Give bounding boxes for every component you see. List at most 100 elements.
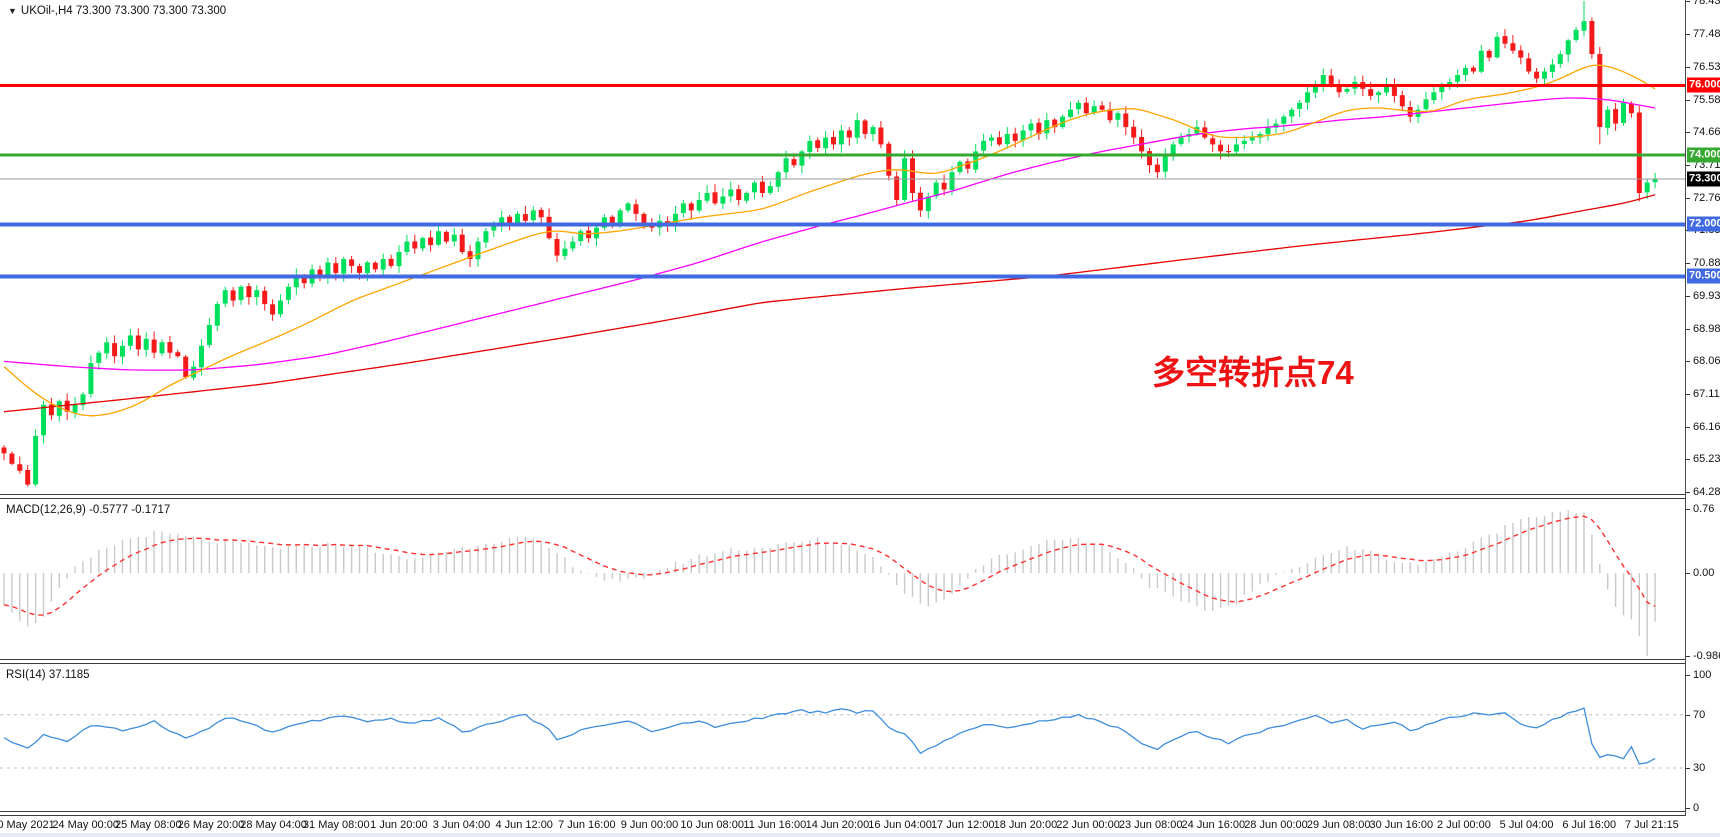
candle[interactable]	[1589, 17, 1595, 59]
candle[interactable]	[846, 127, 852, 146]
candle[interactable]	[1154, 158, 1160, 178]
candle[interactable]	[522, 206, 528, 224]
candle[interactable]	[1644, 178, 1650, 200]
candle[interactable]	[104, 337, 110, 359]
candle[interactable]	[1463, 64, 1468, 82]
candle[interactable]	[744, 191, 750, 204]
candle[interactable]	[270, 299, 276, 321]
candle[interactable]	[1020, 124, 1026, 147]
candle[interactable]	[870, 124, 876, 142]
candle[interactable]	[159, 339, 165, 357]
candle[interactable]	[1573, 27, 1579, 43]
candle[interactable]	[1218, 139, 1224, 160]
candle[interactable]	[1399, 90, 1405, 111]
candle[interactable]	[894, 171, 900, 207]
candle[interactable]	[570, 236, 576, 252]
candle[interactable]	[720, 188, 726, 210]
candle[interactable]	[941, 174, 947, 196]
rsi-panel-canvas[interactable]	[0, 664, 1685, 812]
candle[interactable]	[238, 285, 244, 305]
candle[interactable]	[752, 180, 757, 200]
candle[interactable]	[499, 210, 505, 232]
candle[interactable]	[293, 268, 299, 295]
candle[interactable]	[688, 201, 694, 219]
candle[interactable]	[72, 396, 78, 418]
candle[interactable]	[902, 150, 908, 202]
candle[interactable]	[436, 223, 441, 247]
candle[interactable]	[317, 265, 323, 282]
candle[interactable]	[854, 113, 860, 144]
candle[interactable]	[127, 329, 133, 351]
candle[interactable]	[1131, 119, 1137, 145]
candle[interactable]	[191, 360, 197, 381]
candle[interactable]	[838, 125, 844, 153]
candle[interactable]	[151, 331, 157, 358]
candle[interactable]	[633, 199, 639, 222]
candle[interactable]	[396, 245, 402, 273]
panel-divider[interactable]	[0, 811, 1720, 816]
candle[interactable]	[1581, 1, 1587, 37]
candle[interactable]	[1115, 111, 1121, 128]
candle[interactable]	[428, 230, 434, 252]
candle[interactable]	[380, 253, 386, 277]
candle[interactable]	[9, 451, 15, 466]
candle[interactable]	[262, 286, 268, 311]
candle[interactable]	[88, 355, 94, 398]
candle[interactable]	[910, 150, 915, 201]
candle[interactable]	[1305, 86, 1310, 110]
candle[interactable]	[996, 131, 1002, 147]
candle[interactable]	[96, 350, 102, 370]
candle[interactable]	[25, 464, 31, 487]
candle[interactable]	[1502, 29, 1508, 49]
candle[interactable]	[1170, 141, 1176, 161]
candle[interactable]	[775, 170, 781, 193]
candle[interactable]	[278, 294, 283, 318]
candle[interactable]	[412, 234, 418, 254]
candle[interactable]	[1557, 50, 1563, 68]
candle[interactable]	[1652, 172, 1658, 189]
chart-annotation-text[interactable]: 多空转折点74	[1152, 354, 1354, 391]
candle[interactable]	[712, 184, 718, 206]
candle[interactable]	[1075, 100, 1081, 115]
panel-divider[interactable]	[0, 659, 1685, 664]
candle[interactable]	[1281, 114, 1287, 132]
candle[interactable]	[973, 144, 979, 174]
candle[interactable]	[1526, 53, 1532, 75]
symbol-dropdown-icon[interactable]: ▼	[8, 6, 17, 16]
candle[interactable]	[64, 393, 70, 421]
candle[interactable]	[33, 429, 39, 487]
candle[interactable]	[254, 285, 260, 306]
candle[interactable]	[989, 134, 994, 147]
candle[interactable]	[1257, 131, 1263, 144]
candle[interactable]	[451, 228, 457, 247]
candle[interactable]	[112, 335, 118, 364]
candle[interactable]	[349, 256, 355, 273]
candle[interactable]	[1099, 101, 1105, 112]
candle[interactable]	[1534, 67, 1540, 84]
candle[interactable]	[1542, 67, 1547, 87]
candle[interactable]	[554, 233, 560, 262]
candle[interactable]	[1004, 127, 1010, 149]
candle[interactable]	[475, 237, 481, 267]
candle[interactable]	[230, 287, 236, 307]
candle[interactable]	[728, 181, 734, 203]
candle[interactable]	[325, 257, 331, 284]
candle[interactable]	[1415, 104, 1421, 124]
candle[interactable]	[538, 207, 544, 226]
candle[interactable]	[1202, 121, 1208, 140]
candle[interactable]	[1597, 46, 1603, 145]
candle[interactable]	[696, 191, 702, 213]
candle[interactable]	[388, 254, 394, 269]
candle[interactable]	[1083, 97, 1089, 117]
candle[interactable]	[1060, 114, 1066, 129]
candle[interactable]	[143, 332, 149, 357]
candle[interactable]	[704, 185, 710, 204]
candle[interactable]	[1044, 113, 1050, 140]
candle[interactable]	[1297, 100, 1303, 117]
candle[interactable]	[1233, 137, 1239, 155]
candle[interactable]	[1613, 102, 1619, 131]
candle[interactable]	[467, 245, 473, 268]
candle[interactable]	[1510, 35, 1516, 54]
candle[interactable]	[680, 200, 686, 218]
